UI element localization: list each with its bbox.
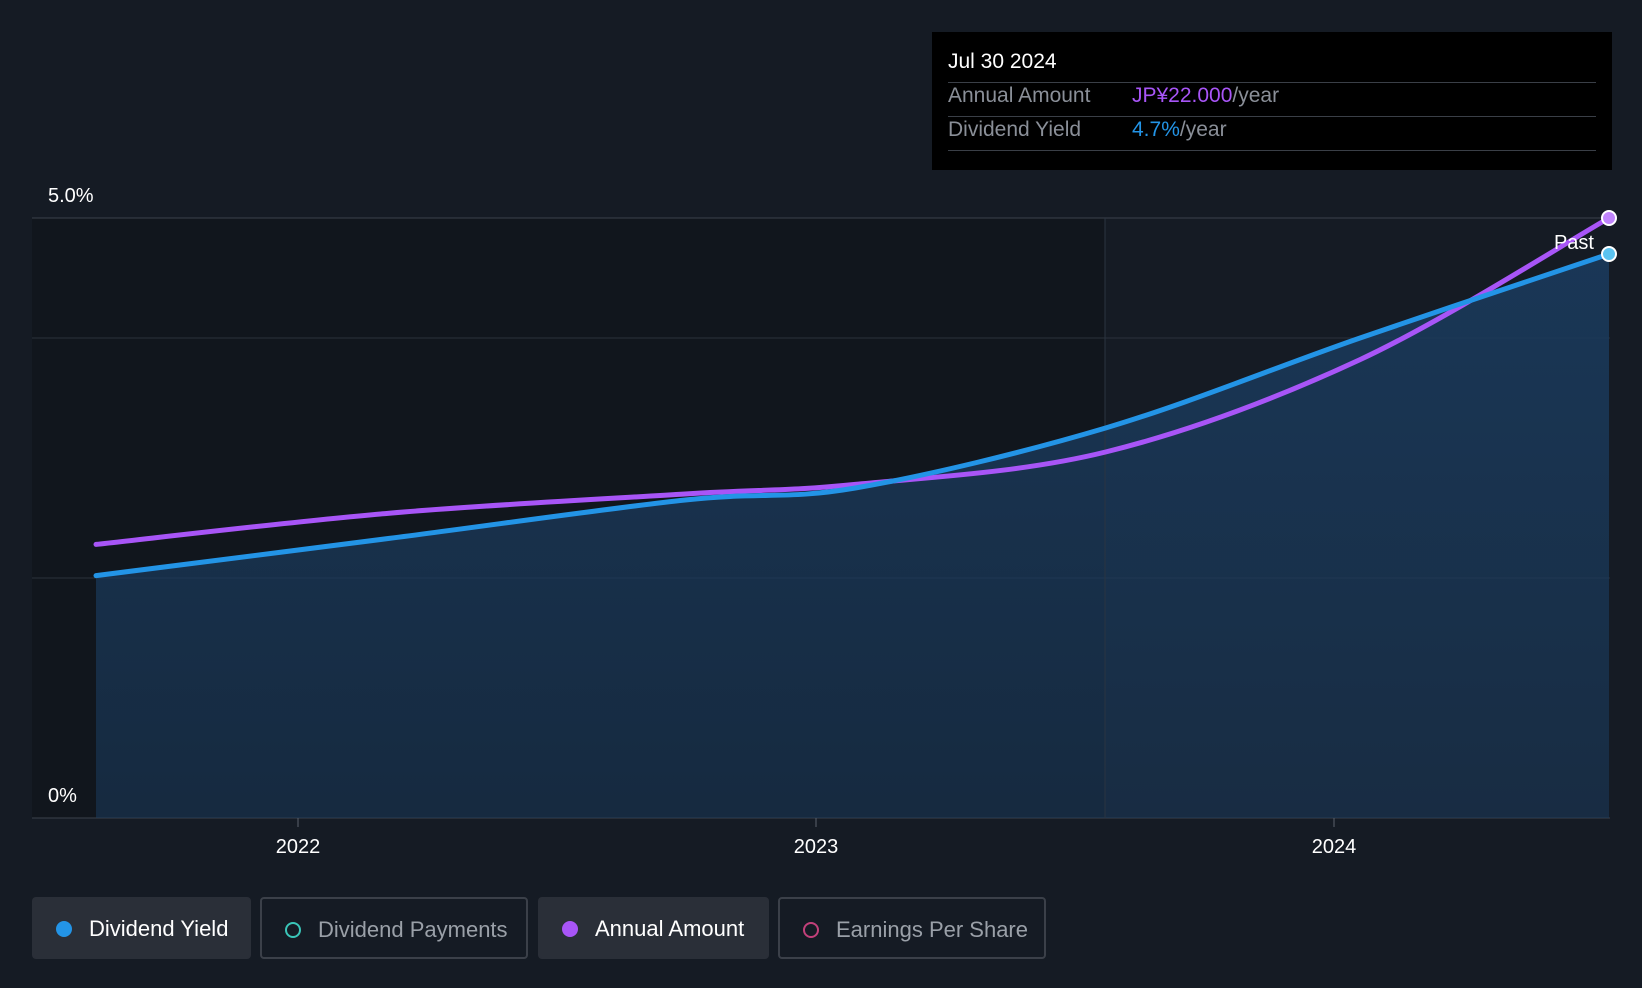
tooltip-row-dividend-yield: Dividend Yield 4.7%/year	[948, 118, 1596, 148]
tooltip-unit: /year	[1232, 84, 1280, 107]
y-tick-label: 5.0%	[48, 185, 94, 207]
tooltip-divider	[948, 150, 1596, 151]
dot-icon	[56, 921, 72, 937]
series-end-point	[1601, 246, 1617, 262]
axis-ticks: 5.0% 0% 2022 2023 2024	[48, 185, 1356, 858]
x-tick-label: 2023	[794, 836, 839, 858]
legend-label: Dividend Payments	[318, 917, 508, 942]
tooltip-value-wrap: JP¥22.000/year	[1132, 84, 1279, 108]
ring-icon	[285, 922, 301, 938]
tooltip-row-annual-amount: Annual Amount JP¥22.000/year	[948, 84, 1596, 114]
tooltip-label: Dividend Yield	[948, 118, 1082, 141]
series-line-annual-amount	[93, 215, 1612, 547]
x-tick-label: 2024	[1312, 836, 1357, 858]
series-end-point	[1601, 210, 1617, 226]
tooltip-label: Annual Amount	[948, 84, 1091, 107]
tooltip-divider	[948, 116, 1596, 117]
dot-icon	[562, 921, 578, 937]
x-tick-label: 2022	[276, 836, 321, 858]
tooltip-value: 4.7%	[1132, 118, 1180, 141]
tooltip-unit: /year	[1179, 118, 1227, 141]
legend-item-earnings-per-share[interactable]: Earnings Per Share	[778, 897, 1046, 959]
past-label: Past	[1554, 232, 1594, 254]
tooltip-divider	[948, 82, 1596, 83]
legend-label: Dividend Yield	[89, 916, 229, 941]
tooltip: Jul 30 2024 Annual Amount JP¥22.000/year…	[932, 32, 1612, 170]
legend-label: Annual Amount	[595, 916, 745, 941]
series-area-dividend-yield	[96, 254, 1609, 818]
y-tick-label: 0%	[48, 785, 77, 807]
legend-item-annual-amount[interactable]: Annual Amount	[538, 897, 769, 959]
area-layer	[96, 254, 1609, 818]
series-line-dividend-yield	[93, 251, 1612, 579]
legend-item-dividend-payments[interactable]: Dividend Payments	[260, 897, 528, 959]
tooltip-value-wrap: 4.7%/year	[1132, 118, 1227, 142]
series-layer	[93, 210, 1617, 579]
legend-label: Earnings Per Share	[836, 917, 1028, 942]
tooltip-date: Jul 30 2024	[948, 50, 1057, 73]
ring-icon	[803, 922, 819, 938]
tooltip-value: JP¥22.000	[1132, 84, 1233, 107]
legend-item-dividend-yield[interactable]: Dividend Yield	[32, 897, 251, 959]
